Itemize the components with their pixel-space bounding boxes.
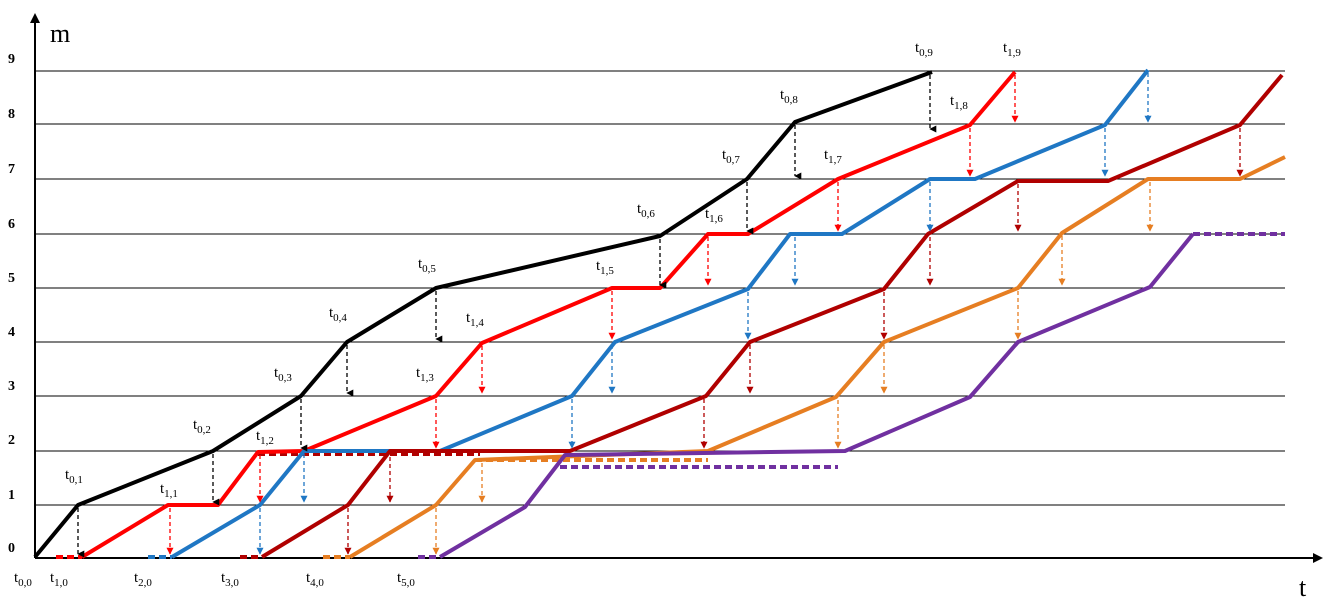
time-label: t1,9 xyxy=(1003,40,1021,59)
y-tick-label: 1 xyxy=(8,488,15,503)
y-tick-label: 6 xyxy=(8,217,15,232)
time-label: t3,0 xyxy=(221,570,239,589)
y-axis-title: m xyxy=(50,19,70,48)
time-label: t1,3 xyxy=(416,365,434,384)
series-line-4 xyxy=(348,155,1286,559)
time-label: t0,9 xyxy=(915,40,933,59)
y-tick-label: 5 xyxy=(8,271,15,286)
y-tick-label: 3 xyxy=(8,379,15,394)
time-label: t0,4 xyxy=(329,305,347,324)
time-label: t1,1 xyxy=(160,481,178,500)
time-label: t2,0 xyxy=(134,570,152,589)
time-label: t1,5 xyxy=(596,258,614,277)
series-line-2 xyxy=(170,68,1150,559)
time-label: t0,2 xyxy=(193,417,211,436)
time-label: t0,8 xyxy=(780,87,798,106)
transition-arrows xyxy=(77,73,1244,558)
time-label: t0,0 xyxy=(14,570,32,589)
series-line-0 xyxy=(33,70,933,559)
y-tick-label: 4 xyxy=(8,325,15,340)
y-tick-labels: 0 1 2 3 4 5 6 7 8 9 xyxy=(8,52,15,556)
y-tick-label: 2 xyxy=(8,433,15,448)
y-tick-label: 0 xyxy=(8,541,15,556)
time-label: t1,6 xyxy=(705,206,723,225)
time-label: t1,0 xyxy=(50,570,68,589)
time-label: t1,2 xyxy=(256,428,274,447)
y-tick-label: 8 xyxy=(8,107,15,122)
y-tick-label: 9 xyxy=(8,52,15,67)
time-label: t1,7 xyxy=(824,147,842,166)
x-axis-title: t xyxy=(1299,573,1307,599)
time-label: t1,4 xyxy=(466,310,484,329)
time-label: t0,6 xyxy=(637,201,655,220)
series-line-3 xyxy=(260,73,1284,559)
waiting-segments xyxy=(56,177,1285,559)
axes xyxy=(30,13,1323,563)
series-lines xyxy=(33,68,1286,559)
time-label: t1,8 xyxy=(950,93,968,112)
time-labels: t0,0 t1,0 t2,0 t3,0 t4,0 t5,0 t0,1 t0,2 … xyxy=(14,40,1021,589)
time-label: t5,0 xyxy=(397,570,415,589)
time-label: t0,5 xyxy=(418,256,436,275)
series-line-1 xyxy=(80,70,1017,559)
time-label: t4,0 xyxy=(306,570,324,589)
series-line-5 xyxy=(438,232,1195,559)
time-label: t0,3 xyxy=(274,365,292,384)
time-label: t0,7 xyxy=(722,147,740,166)
y-tick-label: 7 xyxy=(8,162,15,177)
time-label: t0,1 xyxy=(65,467,83,486)
